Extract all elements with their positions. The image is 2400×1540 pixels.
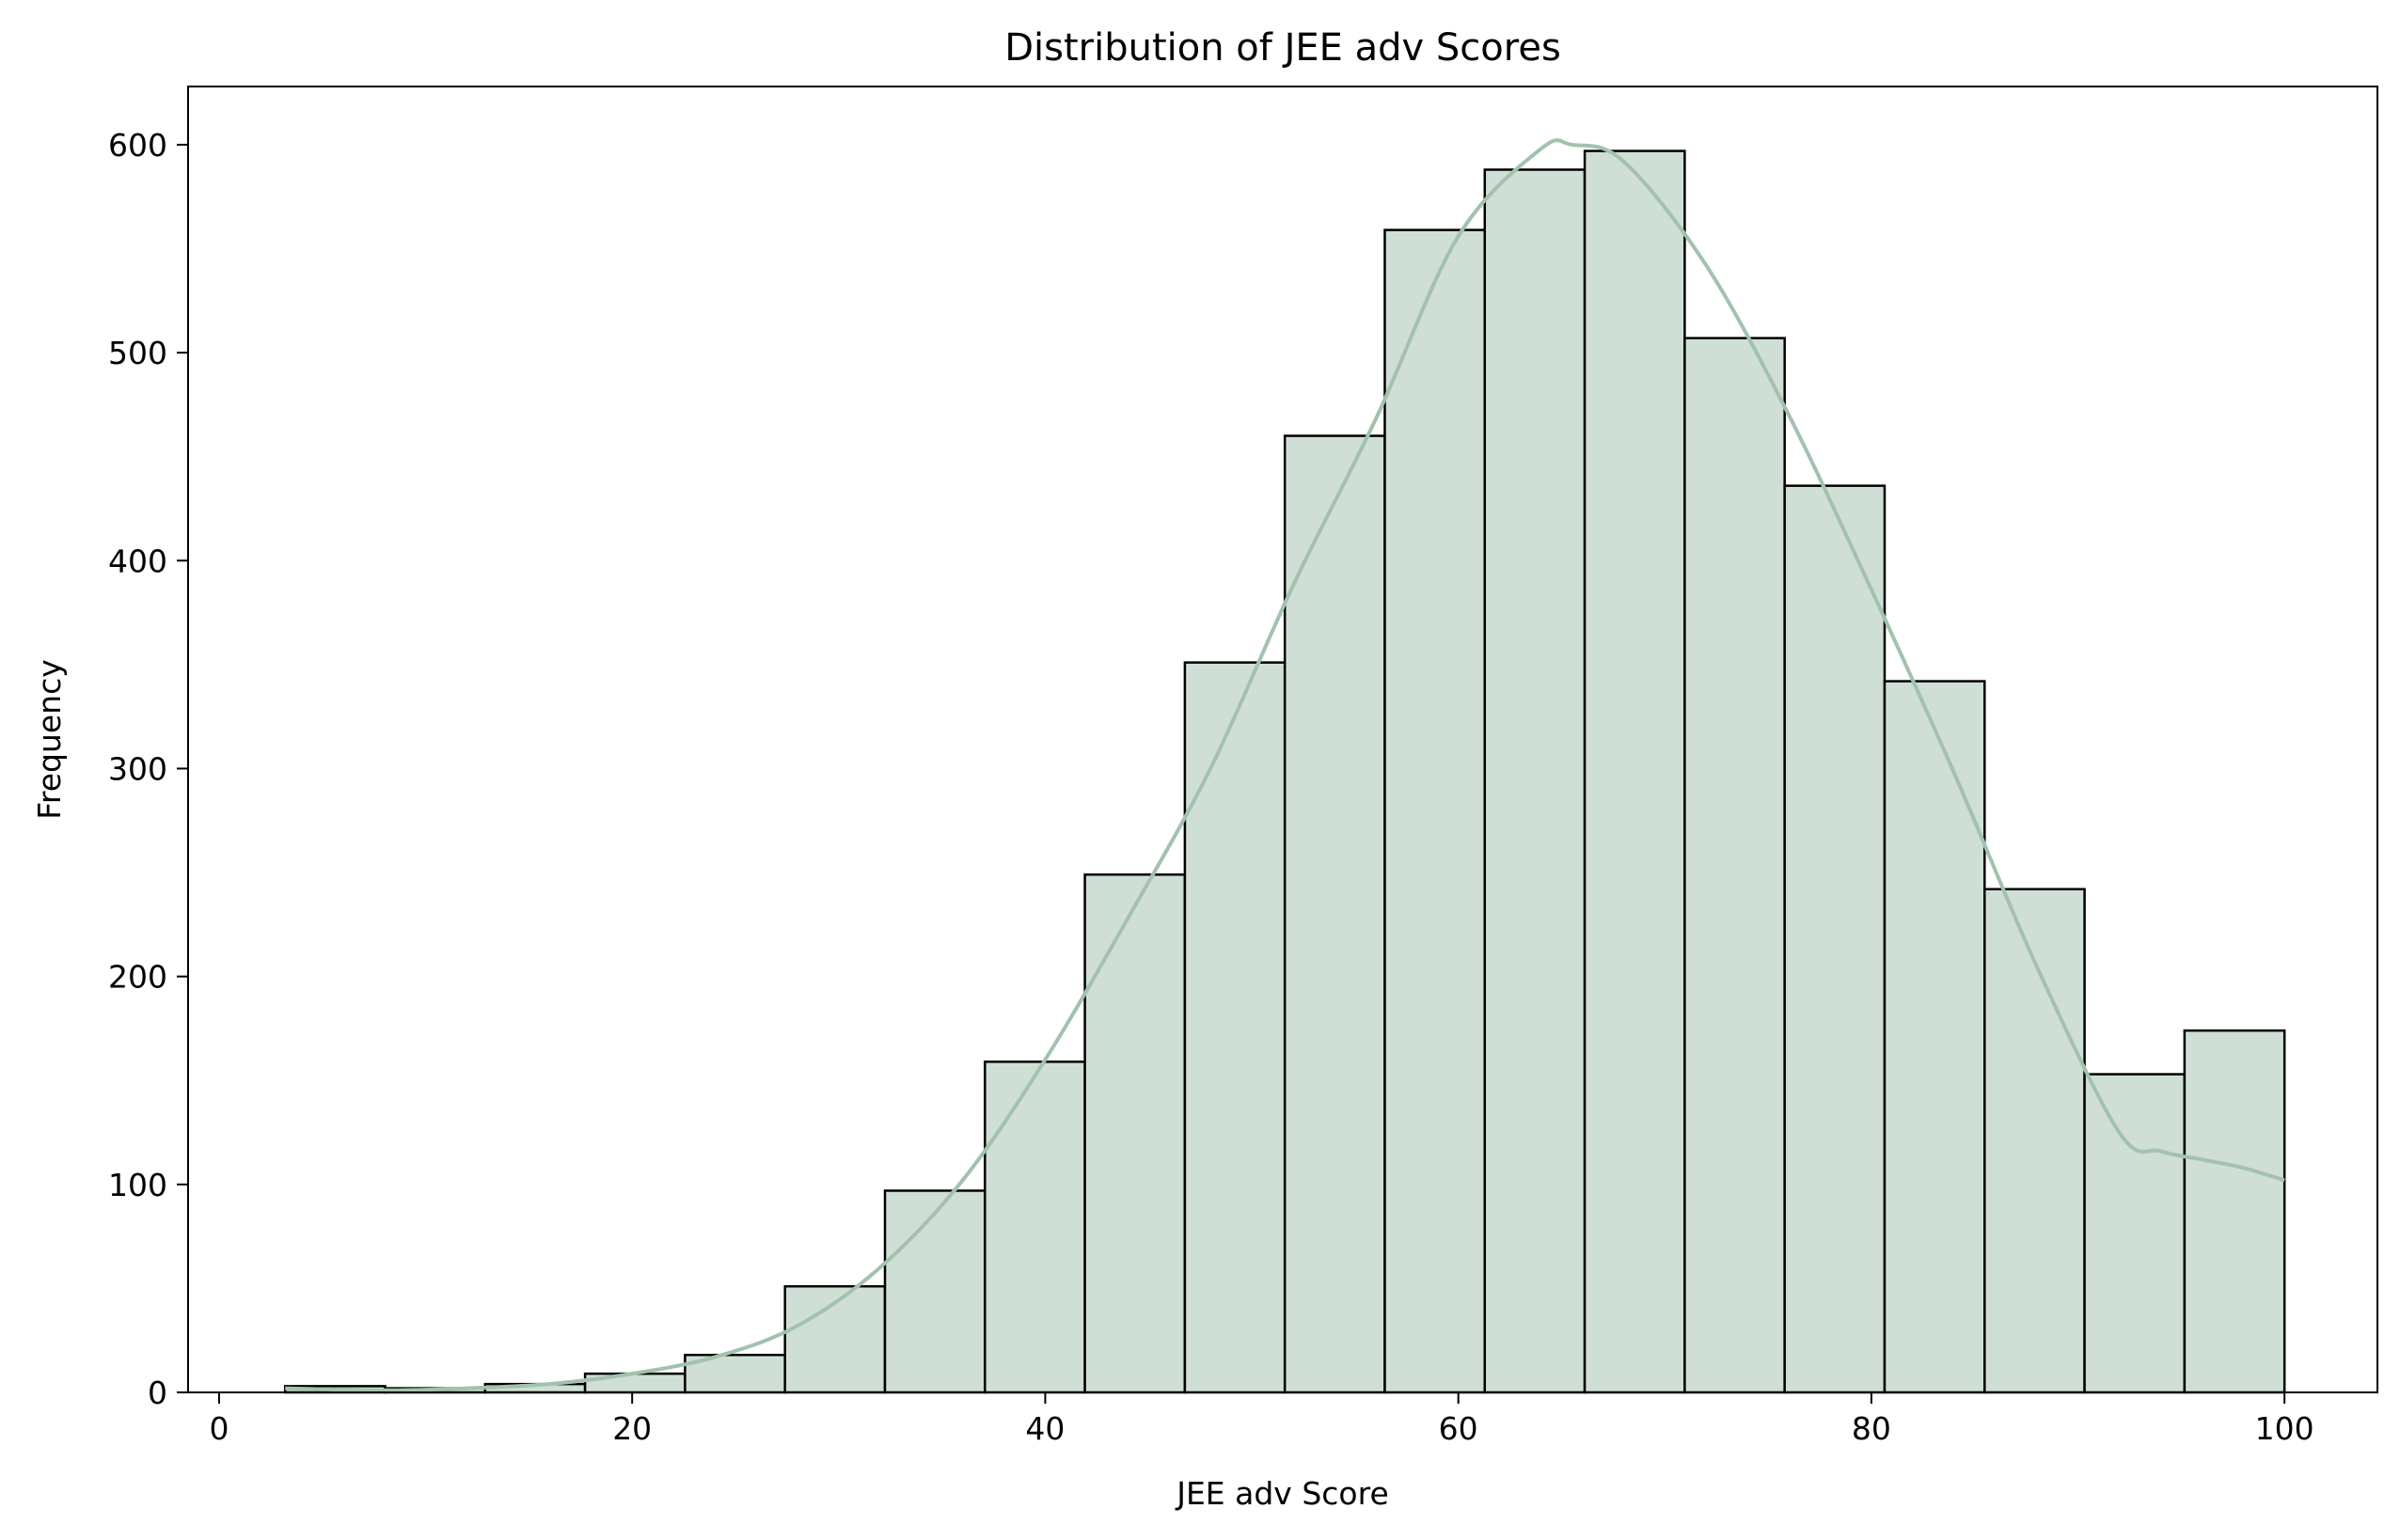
histogram-bar xyxy=(1283,434,1386,1394)
histogram-bar xyxy=(1683,337,1786,1394)
histogram-bar xyxy=(1083,873,1187,1394)
histogram-bar xyxy=(1183,661,1287,1394)
y-tick-label: 300 xyxy=(108,750,167,787)
chart-title: Distribution of JEE adv Scores xyxy=(1004,26,1561,70)
y-axis-ticks: 0 100 200 300 400 500 600 xyxy=(108,127,188,1411)
x-tick-label: 40 xyxy=(1025,1410,1065,1447)
bars-layer xyxy=(283,149,2286,1394)
histogram-bar xyxy=(2183,1029,2286,1394)
histogram-bar xyxy=(1483,168,1587,1394)
histogram-bar xyxy=(1983,888,2086,1394)
histogram-bar xyxy=(984,1061,1086,1394)
y-tick-label: 0 xyxy=(148,1375,167,1411)
kde-layer xyxy=(285,138,2285,1392)
kde-curve xyxy=(285,138,2285,1392)
y-tick-label: 100 xyxy=(108,1167,167,1203)
x-tick-label: 80 xyxy=(1852,1410,1891,1447)
y-tick-label: 500 xyxy=(108,335,167,371)
x-tick-label: 0 xyxy=(209,1410,229,1447)
histogram-bar xyxy=(1583,149,1686,1394)
histogram-bar xyxy=(2083,1073,2187,1394)
x-tick-label: 60 xyxy=(1439,1410,1478,1447)
plot-frame xyxy=(187,86,2378,1393)
x-axis-label: JEE adv Score xyxy=(1175,1475,1389,1512)
y-tick-label: 400 xyxy=(108,542,167,579)
y-axis-label: Frequency xyxy=(31,659,68,819)
x-axis-ticks: 0 20 40 60 80 100 xyxy=(209,1392,2314,1447)
y-tick-label: 600 xyxy=(108,127,167,164)
histogram-bar xyxy=(583,1372,687,1394)
histogram-bar xyxy=(1383,228,1487,1394)
x-tick-label: 20 xyxy=(612,1410,652,1447)
x-tick-label: 100 xyxy=(2255,1410,2314,1447)
histogram-bar xyxy=(1883,680,1986,1394)
histogram-bar xyxy=(883,1189,987,1394)
histogram-bar xyxy=(1783,484,1887,1394)
y-tick-label: 200 xyxy=(108,959,167,996)
